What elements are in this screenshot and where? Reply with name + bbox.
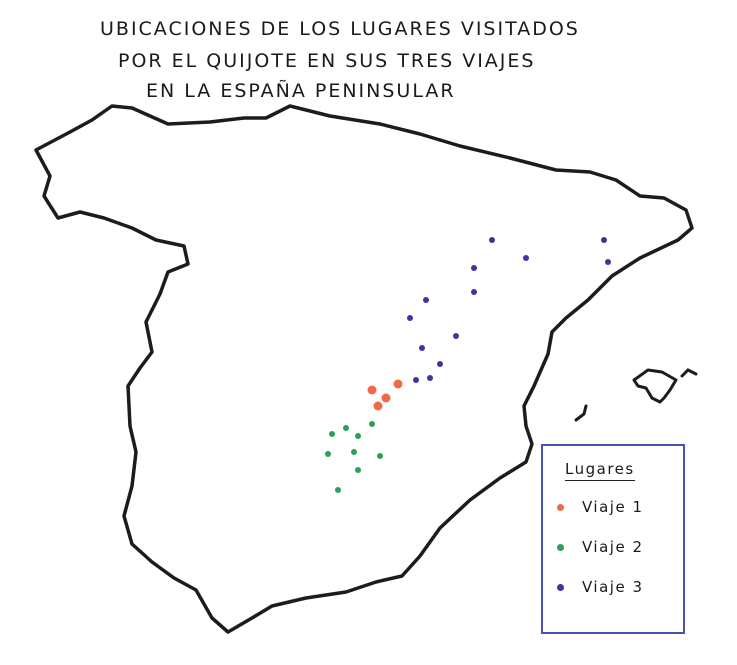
viaje-3-swatch (557, 583, 564, 591)
legend-label: Viaje 1 (582, 498, 644, 516)
location-dot (325, 451, 331, 457)
viaje-2-swatch (557, 543, 564, 551)
location-dot (605, 259, 611, 265)
title-line-3: en la España peninsular (146, 80, 456, 102)
title-line-1: Ubicaciones de los lugares visitados (100, 18, 580, 40)
legend-item-viaje-3: Viaje 3 (557, 578, 644, 596)
location-dot (427, 375, 433, 381)
legend-item-viaje-1: Viaje 1 (557, 498, 644, 516)
location-dot (523, 255, 529, 261)
location-dot (419, 345, 425, 351)
location-dot (423, 297, 429, 303)
location-dot (351, 449, 357, 455)
location-dot (377, 453, 383, 459)
location-dot (471, 289, 477, 295)
legend: Lugares Viaje 1 Viaje 2 Viaje 3 (541, 444, 685, 634)
trip-1-locations (367, 379, 403, 411)
location-dot (471, 265, 477, 271)
location-dot (343, 425, 349, 431)
island-menorca (680, 368, 698, 378)
trip-3-locations (407, 237, 611, 383)
legend-label: Viaje 2 (582, 538, 644, 556)
trip-2-locations (325, 421, 383, 493)
location-dot (393, 379, 403, 389)
legend-label: Viaje 3 (582, 578, 644, 596)
location-dot (413, 377, 419, 383)
location-dot (355, 467, 361, 473)
location-dot (489, 237, 495, 243)
location-dot (601, 237, 607, 243)
viaje-1-swatch (557, 503, 564, 511)
island-ibiza (574, 404, 588, 422)
legend-title: Lugares (565, 460, 635, 481)
location-dot (373, 401, 383, 411)
location-dot (355, 433, 361, 439)
peninsula-outline (34, 104, 694, 634)
location-dot (407, 315, 413, 321)
title-line-2: por el Quijote en sus tres viajes (118, 50, 536, 72)
legend-item-viaje-2: Viaje 2 (557, 538, 644, 556)
location-dot (335, 487, 341, 493)
location-dot (367, 385, 377, 395)
location-dot (369, 421, 375, 427)
location-dot (453, 333, 459, 339)
location-dot (329, 431, 335, 437)
island-mallorca (632, 368, 678, 404)
location-dot (437, 361, 443, 367)
location-dot (381, 393, 391, 403)
